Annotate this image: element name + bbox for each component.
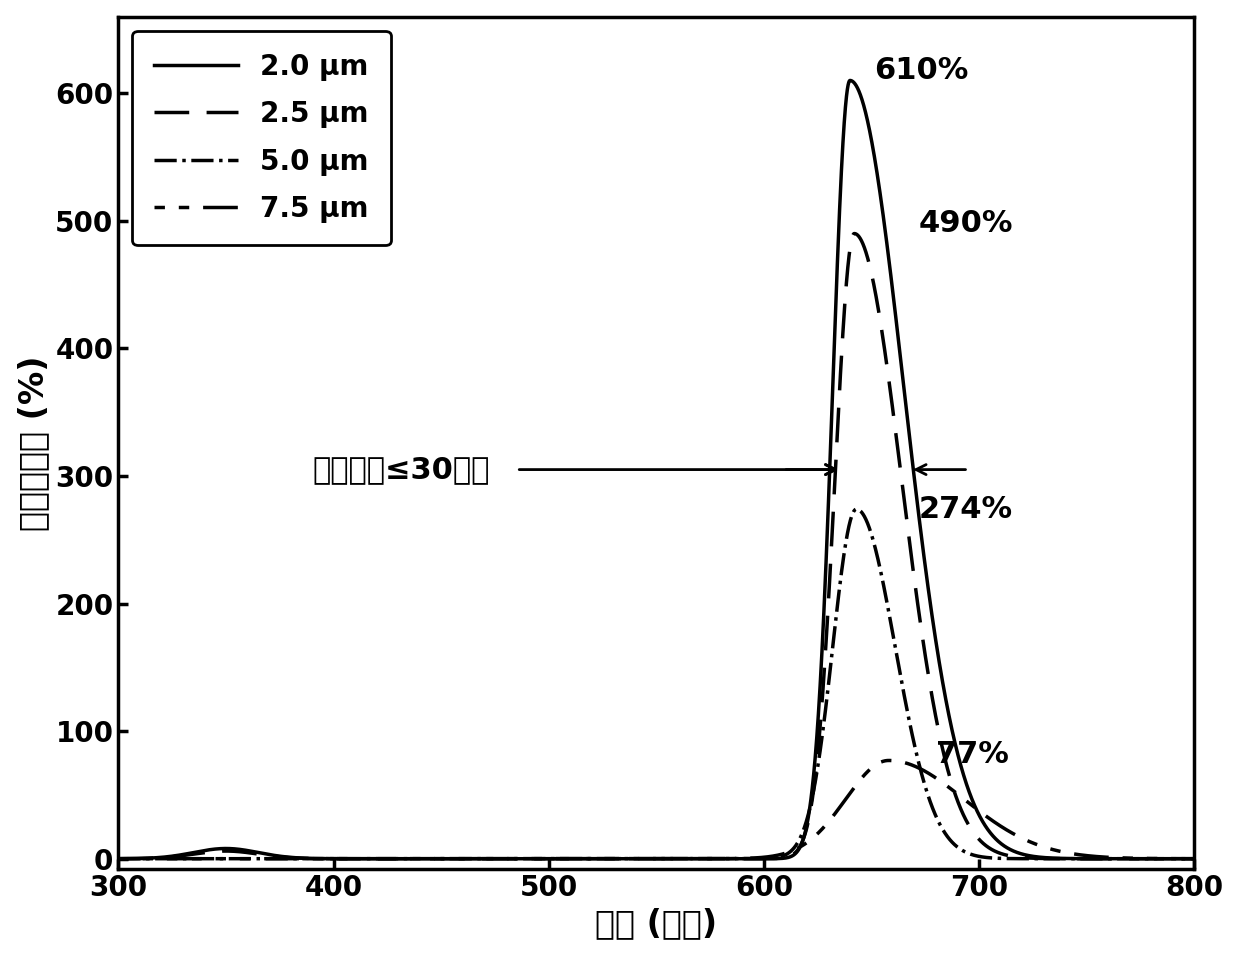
Line: 5.0 μm: 5.0 μm	[118, 509, 1194, 858]
2.0 μm	[1187, 853, 1202, 864]
5.0 μm	[175, 853, 190, 864]
7.5 μm	[637, 853, 652, 864]
2.0 μm	[115, 853, 130, 864]
5.0 μm	[849, 503, 864, 515]
7.5 μm	[322, 853, 337, 864]
Y-axis label: 外量子效率 (%): 外量子效率 (%)	[16, 355, 50, 530]
Line: 2.5 μm: 2.5 μm	[118, 234, 1194, 858]
2.0 μm	[1130, 853, 1145, 864]
2.5 μm	[606, 853, 621, 864]
2.0 μm	[621, 853, 636, 864]
2.5 μm	[110, 853, 125, 864]
Text: 274%: 274%	[919, 495, 1013, 523]
7.5 μm	[110, 853, 125, 864]
7.5 μm	[155, 853, 170, 864]
5.0 μm	[115, 853, 130, 864]
2.5 μm	[322, 853, 337, 864]
X-axis label: 波长 (纳米): 波长 (纳米)	[595, 907, 718, 941]
2.0 μm	[175, 849, 190, 860]
Legend: 2.0 μm, 2.5 μm, 5.0 μm, 7.5 μm: 2.0 μm, 2.5 μm, 5.0 μm, 7.5 μm	[133, 31, 391, 245]
2.0 μm	[637, 853, 652, 864]
Line: 2.0 μm: 2.0 μm	[118, 80, 1194, 858]
7.5 μm	[115, 853, 130, 864]
2.5 μm	[155, 852, 170, 863]
2.5 μm	[1187, 853, 1202, 864]
5.0 μm	[637, 853, 652, 864]
Text: 490%: 490%	[919, 209, 1013, 238]
2.5 μm	[1130, 853, 1145, 864]
2.0 μm	[843, 75, 858, 86]
2.5 μm	[847, 228, 862, 239]
7.5 μm	[175, 853, 190, 864]
Text: 半高全宽≤30纳米: 半高全宽≤30纳米	[312, 456, 490, 484]
7.5 μm	[1130, 853, 1145, 864]
5.0 μm	[322, 853, 337, 864]
5.0 μm	[1130, 853, 1145, 864]
5.0 μm	[1187, 853, 1202, 864]
5.0 μm	[110, 853, 125, 864]
Text: 610%: 610%	[874, 56, 968, 85]
Text: 77%: 77%	[936, 740, 1009, 768]
7.5 μm	[882, 755, 897, 767]
2.5 μm	[175, 850, 190, 861]
5.0 μm	[155, 853, 170, 864]
2.0 μm	[155, 852, 170, 863]
2.5 μm	[637, 853, 652, 864]
2.0 μm	[322, 853, 337, 864]
Line: 7.5 μm: 7.5 μm	[118, 761, 1194, 858]
2.5 μm	[115, 853, 130, 864]
2.0 μm	[110, 853, 125, 864]
7.5 μm	[1187, 853, 1202, 864]
